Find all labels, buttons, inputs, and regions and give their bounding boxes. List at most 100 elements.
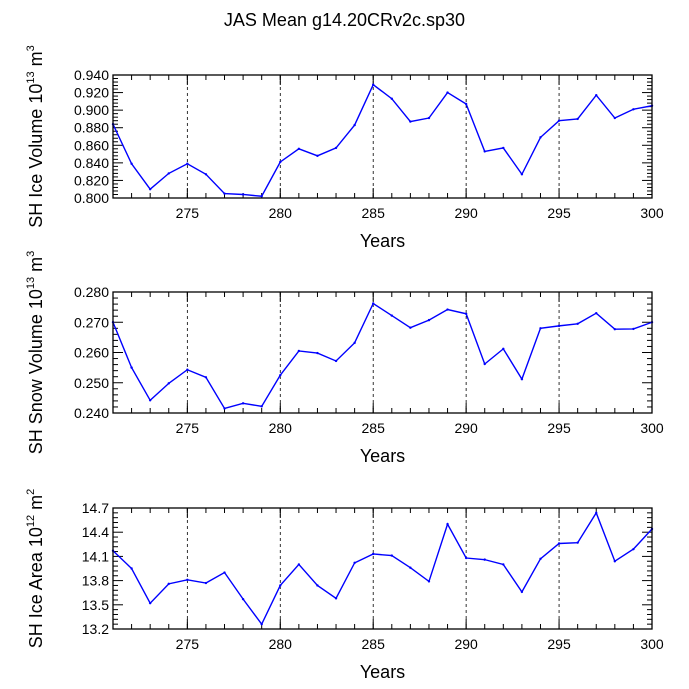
data-point: [557, 542, 561, 545]
data-point: [260, 622, 263, 626]
data-point: [520, 173, 524, 176]
data-point: [464, 102, 468, 106]
y-tick-label: 0.880: [74, 120, 109, 136]
chart-panel-2: 275 280 285 290 295 300 0.240 0.250 0.260 0.270 0.…: [25, 251, 664, 466]
x-tick-label: 280: [269, 205, 293, 221]
data-point: [409, 566, 412, 569]
data-point: [557, 119, 561, 122]
data-point: [130, 162, 133, 165]
data-point: [167, 382, 170, 385]
data-point: [316, 584, 319, 587]
data-point: [576, 117, 579, 121]
data-point: [390, 97, 393, 100]
data-point: [334, 359, 338, 363]
data-point: [353, 341, 356, 345]
data-point: [520, 590, 524, 594]
x-tick-label: 275: [176, 205, 200, 221]
data-point: [632, 547, 635, 551]
data-point: [502, 563, 505, 566]
data-point: [167, 582, 170, 586]
data-point: [353, 123, 356, 127]
data-point: [372, 302, 375, 305]
data-point: [539, 327, 542, 330]
data-point: [595, 511, 598, 515]
data-point: [334, 146, 338, 150]
plot-frame: [112, 507, 653, 630]
data-point: [446, 308, 449, 311]
data-point: [297, 349, 301, 353]
data-point: [279, 584, 282, 587]
data-point: [557, 324, 561, 328]
data-point: [464, 556, 468, 560]
x-tick-label: 300: [640, 205, 664, 221]
data-point: [576, 541, 579, 544]
data-point: [130, 567, 133, 570]
data-point: [595, 311, 598, 315]
data-point: [613, 560, 617, 563]
x-tick-label: 275: [176, 636, 200, 652]
data-point: [427, 116, 431, 120]
data-point: [409, 120, 412, 123]
data-point: [241, 193, 245, 196]
y-tick-label: 0.860: [74, 137, 109, 153]
data-point: [576, 322, 579, 325]
plot-frame: [112, 74, 653, 199]
data-point: [520, 377, 524, 381]
x-tick-label: 295: [547, 420, 571, 436]
y-tick-label: 14.7: [82, 500, 109, 516]
data-point: [148, 188, 152, 191]
x-tick-label: 285: [362, 205, 386, 221]
y-axis-label: SH Ice Area 1012 m2: [25, 489, 46, 648]
data-point: [204, 376, 208, 379]
y-tick-label: 0.250: [74, 375, 109, 391]
y-tick-label: 13.2: [82, 621, 109, 637]
data-point: [297, 147, 301, 150]
x-tick-label: 280: [269, 420, 293, 436]
y-axis-label: SH Snow Volume 1013 m3: [25, 251, 46, 454]
data-point: [483, 362, 486, 366]
data-point: [632, 327, 635, 331]
series-line: [112, 83, 653, 197]
y-tick-label: 0.280: [74, 284, 109, 300]
data-point: [502, 146, 505, 150]
data-point: [427, 318, 431, 322]
data-point: [186, 578, 189, 581]
data-point: [483, 150, 486, 153]
data-point: [186, 162, 189, 165]
data-point: [279, 160, 282, 164]
x-tick-label: 290: [454, 636, 478, 652]
data-point: [483, 558, 486, 561]
data-point: [223, 192, 226, 195]
data-point: [316, 154, 319, 158]
data-point: [260, 195, 263, 198]
data-point: [186, 368, 189, 371]
data-point: [223, 571, 226, 574]
data-point: [204, 581, 208, 585]
y-tick-label: 13.8: [82, 573, 109, 589]
x-tick-label: 300: [640, 420, 664, 436]
data-point: [223, 407, 226, 410]
data-point: [632, 108, 635, 111]
data-point: [297, 563, 301, 566]
data-point: [148, 601, 152, 605]
data-point: [446, 522, 449, 526]
figure-title: JAS Mean g14.20CRv2c.sp30: [224, 10, 465, 30]
data-point: [390, 314, 393, 317]
x-tick-label: 290: [454, 205, 478, 221]
data-point: [204, 173, 208, 176]
data-point: [241, 597, 245, 601]
data-point: [148, 399, 152, 402]
plot-frame: [112, 291, 653, 414]
data-point: [446, 91, 449, 94]
y-tick-label: 0.940: [74, 67, 109, 83]
data-point: [539, 557, 542, 561]
data-point: [390, 554, 393, 557]
data-point: [613, 116, 617, 120]
chart-panel-3: 275 280 285 290 295 300 13.2 13.5 13.8 14.1 14.4 14…: [25, 489, 664, 682]
chart-panel-1: 275 280 285 290 295 3000.8000.8200.8400.8600.…: [25, 45, 664, 251]
data-point: [334, 597, 338, 600]
x-axis-label: Years: [360, 446, 405, 466]
x-tick-label: 275: [176, 420, 200, 436]
y-tick-label: 0.260: [74, 345, 109, 361]
